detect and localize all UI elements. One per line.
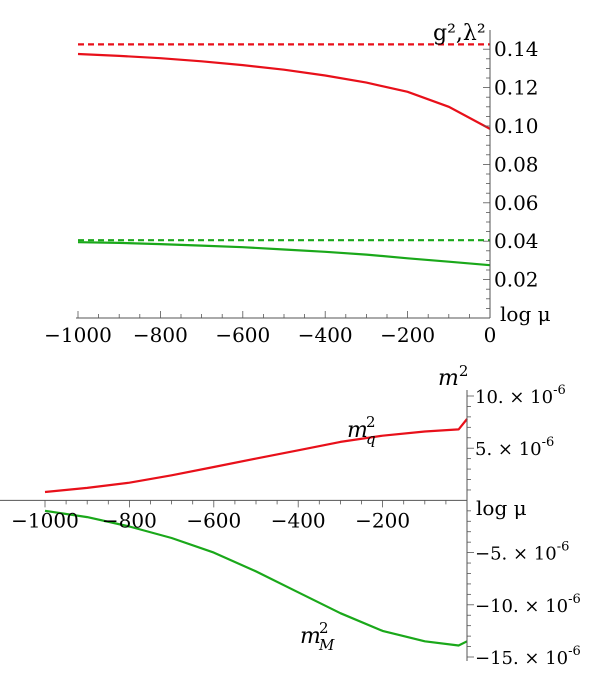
bottom-y-tick-label: 5. × 10-6 <box>475 435 554 460</box>
top-y-tick-label: 0.02 <box>494 268 539 292</box>
bottom-x-tick-label: −1000 <box>11 508 79 532</box>
top-x-tick-label: 0 <box>484 323 497 347</box>
top-y-tick-label: 0.14 <box>494 37 539 61</box>
bottom-x-axis-label: log μ <box>476 496 527 520</box>
bottom-series-1-line <box>44 509 468 647</box>
bottom-x-tick-label: −200 <box>355 508 410 532</box>
top-y-axis-label: g²,λ² <box>433 21 486 46</box>
series-label-mM: m2 M <box>300 619 335 654</box>
top-y-tick-label: 0.06 <box>494 191 539 215</box>
top-x-tick-label: −200 <box>380 323 435 347</box>
bottom-series-group <box>44 418 468 647</box>
bottom-series-0-line <box>44 418 468 494</box>
bottom-y-axis-label: m2 <box>438 362 468 391</box>
top-y-tick-label: 0.12 <box>494 76 539 100</box>
top-x-tick-label: −400 <box>298 323 353 347</box>
bottom-y-tick-label: −10. × 10-6 <box>475 592 581 617</box>
top-series-1-line <box>77 52 491 130</box>
top-axes: −1000 −800 −600 −400 −200 0 0.02 0.04 0.06 0.08 0.… <box>44 30 539 347</box>
bottom-axes: −1000 −800 −600 −400 −200 10. × 10-6 5. × 10-6… <box>0 383 581 669</box>
series-label-mq: m2 q <box>347 413 376 448</box>
top-x-tick-label: −800 <box>133 323 188 347</box>
bottom-x-tick-label: −800 <box>102 508 157 532</box>
top-y-tick-label: 0.04 <box>494 229 539 253</box>
bottom-chart: −1000 −800 −600 −400 −200 10. × 10-6 5. × 10-6… <box>0 362 581 669</box>
top-x-tick-label: −600 <box>215 323 270 347</box>
top-y-tick-label: 0.08 <box>494 152 539 176</box>
top-x-tick-label: −1000 <box>44 323 112 347</box>
bottom-y-tick-label: −5. × 10-6 <box>475 540 569 565</box>
top-chart: −1000 −800 −600 −400 −200 0 0.02 0.04 0.06 0.08 0.… <box>44 21 550 347</box>
bottom-y-tick-label: 10. × 10-6 <box>475 383 566 408</box>
top-series-group <box>77 43 491 267</box>
top-x-axis-label: log μ <box>500 302 551 326</box>
bottom-y-tick-label: −15. × 10-6 <box>475 644 581 669</box>
bottom-x-tick-label: −400 <box>271 508 326 532</box>
bottom-x-tick-label: −600 <box>186 508 241 532</box>
top-y-tick-label: 0.10 <box>494 114 539 138</box>
top-series-3-line <box>77 241 491 267</box>
